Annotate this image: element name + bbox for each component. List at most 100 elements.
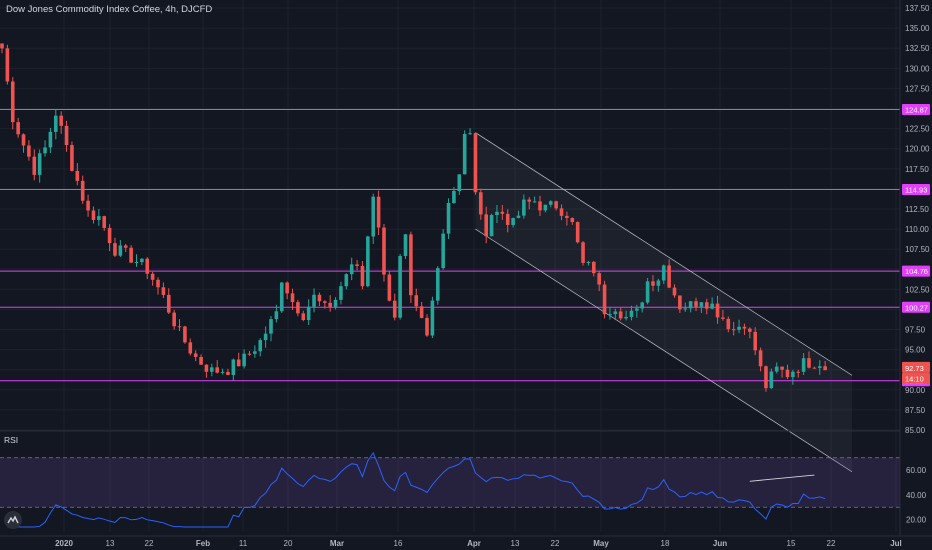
candle [731,329,736,331]
candle [742,326,747,329]
x-tick-label: Mar [330,539,344,548]
rsi-y-tick-label: 20.00 [906,516,927,525]
rsi-label: RSI [4,435,19,445]
candle [366,236,370,287]
candle [204,364,209,372]
candle [118,245,123,256]
rsi-line [7,451,826,528]
countdown-tag [902,372,930,384]
rsi-trendline [749,474,815,482]
candle [70,145,74,171]
candle [263,333,268,341]
candle [102,216,107,228]
candle [0,43,4,49]
level-price-tag [902,265,930,277]
candle [161,287,166,295]
y-tick-label: 122.50 [905,125,930,134]
candle [21,134,26,146]
candle [134,262,139,264]
candle [710,303,714,309]
candle [672,287,677,296]
candle [403,234,408,257]
last-price-tag [902,361,930,373]
candle [651,281,655,286]
candle [425,317,429,336]
candle [479,192,483,215]
candle [355,264,359,266]
candle [177,326,182,328]
candle [565,215,569,218]
candle [64,125,69,146]
candle [817,366,822,368]
candle [97,216,101,220]
candle [618,311,623,319]
channel-upper-line [475,132,853,376]
candle [376,196,381,228]
candle [586,261,591,263]
candle [522,199,526,216]
level-price-tag [902,301,930,313]
candle [656,280,661,286]
candle [145,258,150,274]
tradingview-logo-icon[interactable] [4,511,22,529]
candle [328,302,332,307]
candle [694,301,698,307]
y-tick-label: 107.50 [905,245,930,254]
candle [344,274,349,287]
x-tick-label: 22 [827,539,836,548]
candle [258,340,263,352]
candle [753,331,757,351]
y-tick-label: 97.50 [905,326,926,335]
y-tick-label: 120.00 [905,145,930,154]
candle [80,180,85,201]
candle [75,170,80,181]
x-tick-label: Feb [196,539,210,548]
candle [274,311,279,320]
y-tick-label: 90.00 [905,386,926,395]
candle [468,133,472,135]
candle [398,256,402,318]
candle [473,133,478,193]
candle [807,358,811,368]
candle [635,308,639,311]
candle [667,265,671,288]
candle [823,366,827,371]
candle [226,371,230,375]
candle [726,318,731,330]
candle [581,242,585,263]
candle [661,265,666,281]
candle [570,217,575,223]
level-price-tag [902,183,930,195]
candle [301,313,306,321]
candle [505,213,510,225]
candle [290,293,295,303]
candle [333,299,338,307]
candle [193,353,198,357]
y-tick-label: 87.50 [905,406,926,415]
candle [495,211,499,216]
candle [5,48,10,82]
candle [812,367,817,369]
candle [500,211,505,214]
candle [210,367,214,372]
candle [43,147,47,154]
x-tick-label: 13 [106,539,115,548]
y-tick-label: 112.50 [905,205,929,214]
candle [430,300,435,336]
level-price-label: 124.87 [905,106,928,115]
candle [769,371,774,389]
candle [242,353,246,367]
x-tick-label: 20 [284,539,293,548]
candle [489,215,494,237]
candle [516,215,521,218]
candle [597,273,601,285]
candle [371,196,376,237]
candle [484,214,488,237]
x-tick-label: 22 [551,539,560,548]
candle [188,342,193,354]
candle [269,319,273,334]
candle [527,199,532,202]
candle [683,308,688,310]
candle [737,326,741,330]
